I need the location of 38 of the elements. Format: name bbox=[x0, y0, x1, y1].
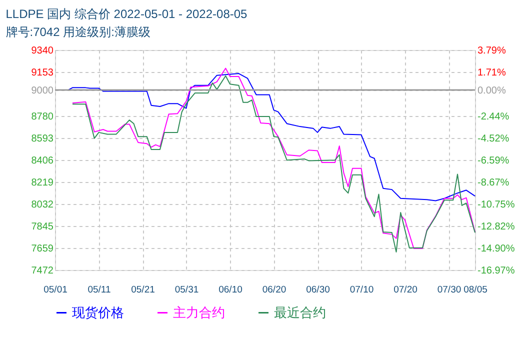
y2-tick-label: -14.90% bbox=[478, 244, 515, 255]
y2-tick-label: -2.44% bbox=[478, 112, 510, 123]
x-tick-label: 05/11 bbox=[88, 284, 111, 296]
legend-label: 主力合约 bbox=[173, 304, 225, 320]
y2-tick-label: -16.97% bbox=[478, 266, 515, 276]
y-tick-label: 8780 bbox=[31, 111, 54, 122]
y-tick-label: 8219 bbox=[31, 178, 54, 189]
y2-tick-label: 3.79% bbox=[478, 46, 506, 56]
y-tick-label: 7472 bbox=[31, 266, 54, 276]
x-tick-label: 05/21 bbox=[131, 284, 155, 296]
legend-label: 最近合约 bbox=[274, 304, 326, 320]
y-tick-label: 9000 bbox=[31, 86, 54, 97]
x-tick-label: 06/20 bbox=[262, 284, 286, 296]
y2-tick-label: 0.00% bbox=[478, 86, 506, 97]
legend-label: 现货价格 bbox=[72, 304, 124, 320]
chart-subtitle: 牌号:7042 用途级别:薄膜级 bbox=[6, 25, 150, 39]
x-tick-label: 07/10 bbox=[350, 284, 374, 296]
y2-tick-label: -12.82% bbox=[478, 222, 515, 233]
y-tick-label: 9153 bbox=[31, 68, 54, 79]
x-tick-label: 05/31 bbox=[174, 284, 199, 296]
y-tick-label: 7659 bbox=[31, 243, 54, 254]
y-tick-label: 8032 bbox=[31, 200, 54, 211]
y-tick-label: 8593 bbox=[31, 133, 54, 144]
x-tick-label: 06/10 bbox=[218, 284, 242, 296]
y2-tick-label: -6.59% bbox=[478, 156, 510, 166]
y-tick-label: 7845 bbox=[31, 222, 54, 233]
y2-tick-label: -4.52% bbox=[478, 134, 510, 145]
y2-tick-label: 1.71% bbox=[478, 68, 506, 79]
x-tick-label: 05/01 bbox=[44, 284, 68, 296]
y-tick-label: 9340 bbox=[31, 46, 54, 56]
y-tick-label: 8406 bbox=[31, 156, 54, 166]
x-tick-label: 06/30 bbox=[306, 284, 330, 296]
x-tick-label: 07/20 bbox=[394, 284, 418, 296]
y2-tick-label: -10.75% bbox=[478, 200, 515, 211]
y2-tick-label: -8.67% bbox=[478, 178, 510, 189]
chart-title: LLDPE 国内 综合价 2022-05-01 - 2022-08-05 bbox=[6, 7, 248, 21]
x-tick-label: 07/30 bbox=[437, 284, 462, 296]
x-tick-label: 08/05 bbox=[464, 284, 488, 296]
